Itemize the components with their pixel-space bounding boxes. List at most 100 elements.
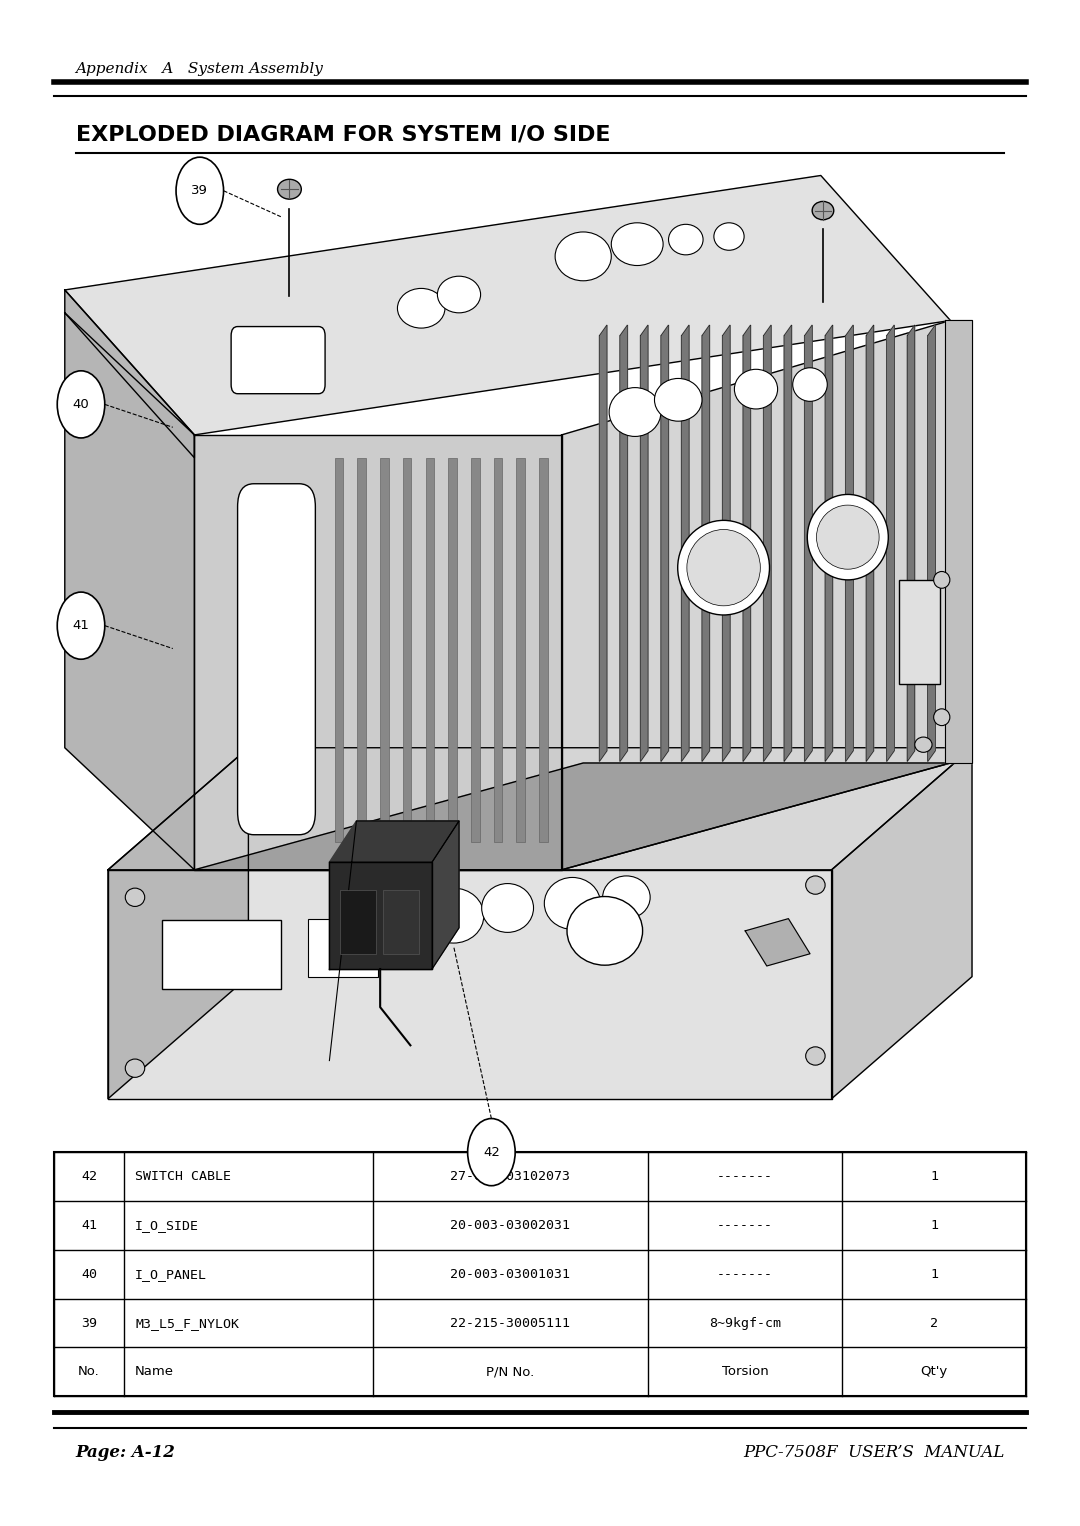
Polygon shape xyxy=(108,748,248,1099)
Polygon shape xyxy=(329,862,432,969)
Text: P/N No.: P/N No. xyxy=(486,1366,535,1378)
Polygon shape xyxy=(640,325,648,761)
Polygon shape xyxy=(65,313,194,870)
Text: Appendix   A   System Assembly: Appendix A System Assembly xyxy=(76,61,324,76)
Bar xyxy=(380,458,389,842)
Ellipse shape xyxy=(611,223,663,266)
Bar xyxy=(426,458,434,842)
Text: 20-003-03002031: 20-003-03002031 xyxy=(450,1219,570,1231)
Ellipse shape xyxy=(437,276,481,313)
Text: 8~9kgf-cm: 8~9kgf-cm xyxy=(710,1317,781,1329)
Polygon shape xyxy=(832,748,972,1099)
Text: I_O_PANEL: I_O_PANEL xyxy=(135,1268,207,1280)
Text: 22-215-30005111: 22-215-30005111 xyxy=(450,1317,570,1329)
Ellipse shape xyxy=(397,288,445,328)
FancyBboxPatch shape xyxy=(231,327,325,394)
Polygon shape xyxy=(194,435,562,870)
Bar xyxy=(448,458,457,842)
Bar xyxy=(516,458,525,842)
Text: EXPLODED DIAGRAM FOR SYSTEM I/O SIDE: EXPLODED DIAGRAM FOR SYSTEM I/O SIDE xyxy=(76,124,610,145)
Polygon shape xyxy=(907,325,915,761)
Ellipse shape xyxy=(555,232,611,281)
Text: 40: 40 xyxy=(81,1268,97,1280)
Text: Qt'y: Qt'y xyxy=(920,1366,948,1378)
Bar xyxy=(162,920,281,989)
Ellipse shape xyxy=(278,179,301,200)
Circle shape xyxy=(176,157,224,224)
Text: Name: Name xyxy=(135,1366,174,1378)
Ellipse shape xyxy=(125,888,145,906)
Text: 39: 39 xyxy=(81,1317,97,1329)
Text: I_O_SIDE: I_O_SIDE xyxy=(135,1219,199,1231)
Ellipse shape xyxy=(567,896,643,966)
Bar xyxy=(54,1152,1026,1396)
Text: 1: 1 xyxy=(930,1170,939,1183)
Ellipse shape xyxy=(933,571,950,589)
Polygon shape xyxy=(945,320,972,763)
Circle shape xyxy=(468,1119,515,1186)
Ellipse shape xyxy=(933,708,950,725)
Text: 1: 1 xyxy=(930,1268,939,1280)
Polygon shape xyxy=(887,325,894,761)
Ellipse shape xyxy=(544,877,600,929)
Polygon shape xyxy=(432,821,459,969)
Text: 20-003-03001031: 20-003-03001031 xyxy=(450,1268,570,1280)
Ellipse shape xyxy=(423,888,484,943)
Ellipse shape xyxy=(482,884,534,932)
Polygon shape xyxy=(681,325,689,761)
Ellipse shape xyxy=(793,368,827,401)
Text: -------: ------- xyxy=(717,1170,773,1183)
Polygon shape xyxy=(764,325,771,761)
Text: M3_L5_F_NYLOK: M3_L5_F_NYLOK xyxy=(135,1317,239,1329)
Ellipse shape xyxy=(816,505,879,569)
Circle shape xyxy=(57,592,105,659)
Polygon shape xyxy=(702,325,710,761)
Polygon shape xyxy=(745,919,810,966)
Text: -------: ------- xyxy=(717,1268,773,1280)
Ellipse shape xyxy=(806,1047,825,1065)
Polygon shape xyxy=(825,325,833,761)
Polygon shape xyxy=(743,325,751,761)
Bar xyxy=(403,458,411,842)
Ellipse shape xyxy=(812,201,834,220)
Polygon shape xyxy=(866,325,874,761)
Ellipse shape xyxy=(806,876,825,894)
Bar xyxy=(494,458,502,842)
Bar xyxy=(357,458,366,842)
FancyBboxPatch shape xyxy=(238,484,315,835)
Text: 41: 41 xyxy=(72,620,90,632)
Ellipse shape xyxy=(669,224,703,255)
Ellipse shape xyxy=(654,378,702,421)
Bar xyxy=(471,458,480,842)
Polygon shape xyxy=(108,870,832,1099)
Text: 40: 40 xyxy=(72,398,90,410)
Polygon shape xyxy=(723,325,730,761)
Polygon shape xyxy=(599,325,607,761)
Text: 42: 42 xyxy=(81,1170,97,1183)
Text: SWITCH CABLE: SWITCH CABLE xyxy=(135,1170,231,1183)
Ellipse shape xyxy=(678,520,769,615)
Text: 42: 42 xyxy=(483,1146,500,1158)
Ellipse shape xyxy=(915,737,932,752)
Polygon shape xyxy=(784,325,792,761)
Polygon shape xyxy=(65,290,194,458)
Bar xyxy=(539,458,548,842)
Bar xyxy=(340,890,376,954)
Polygon shape xyxy=(108,748,972,870)
Polygon shape xyxy=(65,175,950,435)
Ellipse shape xyxy=(687,530,760,606)
Ellipse shape xyxy=(808,494,889,580)
Text: No.: No. xyxy=(78,1366,100,1378)
Polygon shape xyxy=(329,821,459,862)
Bar xyxy=(383,890,419,954)
Polygon shape xyxy=(928,325,935,761)
Polygon shape xyxy=(846,325,853,761)
Text: 41: 41 xyxy=(81,1219,97,1231)
Polygon shape xyxy=(562,320,950,870)
Ellipse shape xyxy=(714,223,744,250)
Text: 1: 1 xyxy=(930,1219,939,1231)
Polygon shape xyxy=(661,325,669,761)
Bar xyxy=(335,458,343,842)
Text: Page: A-12: Page: A-12 xyxy=(76,1444,175,1462)
Bar xyxy=(308,919,378,977)
